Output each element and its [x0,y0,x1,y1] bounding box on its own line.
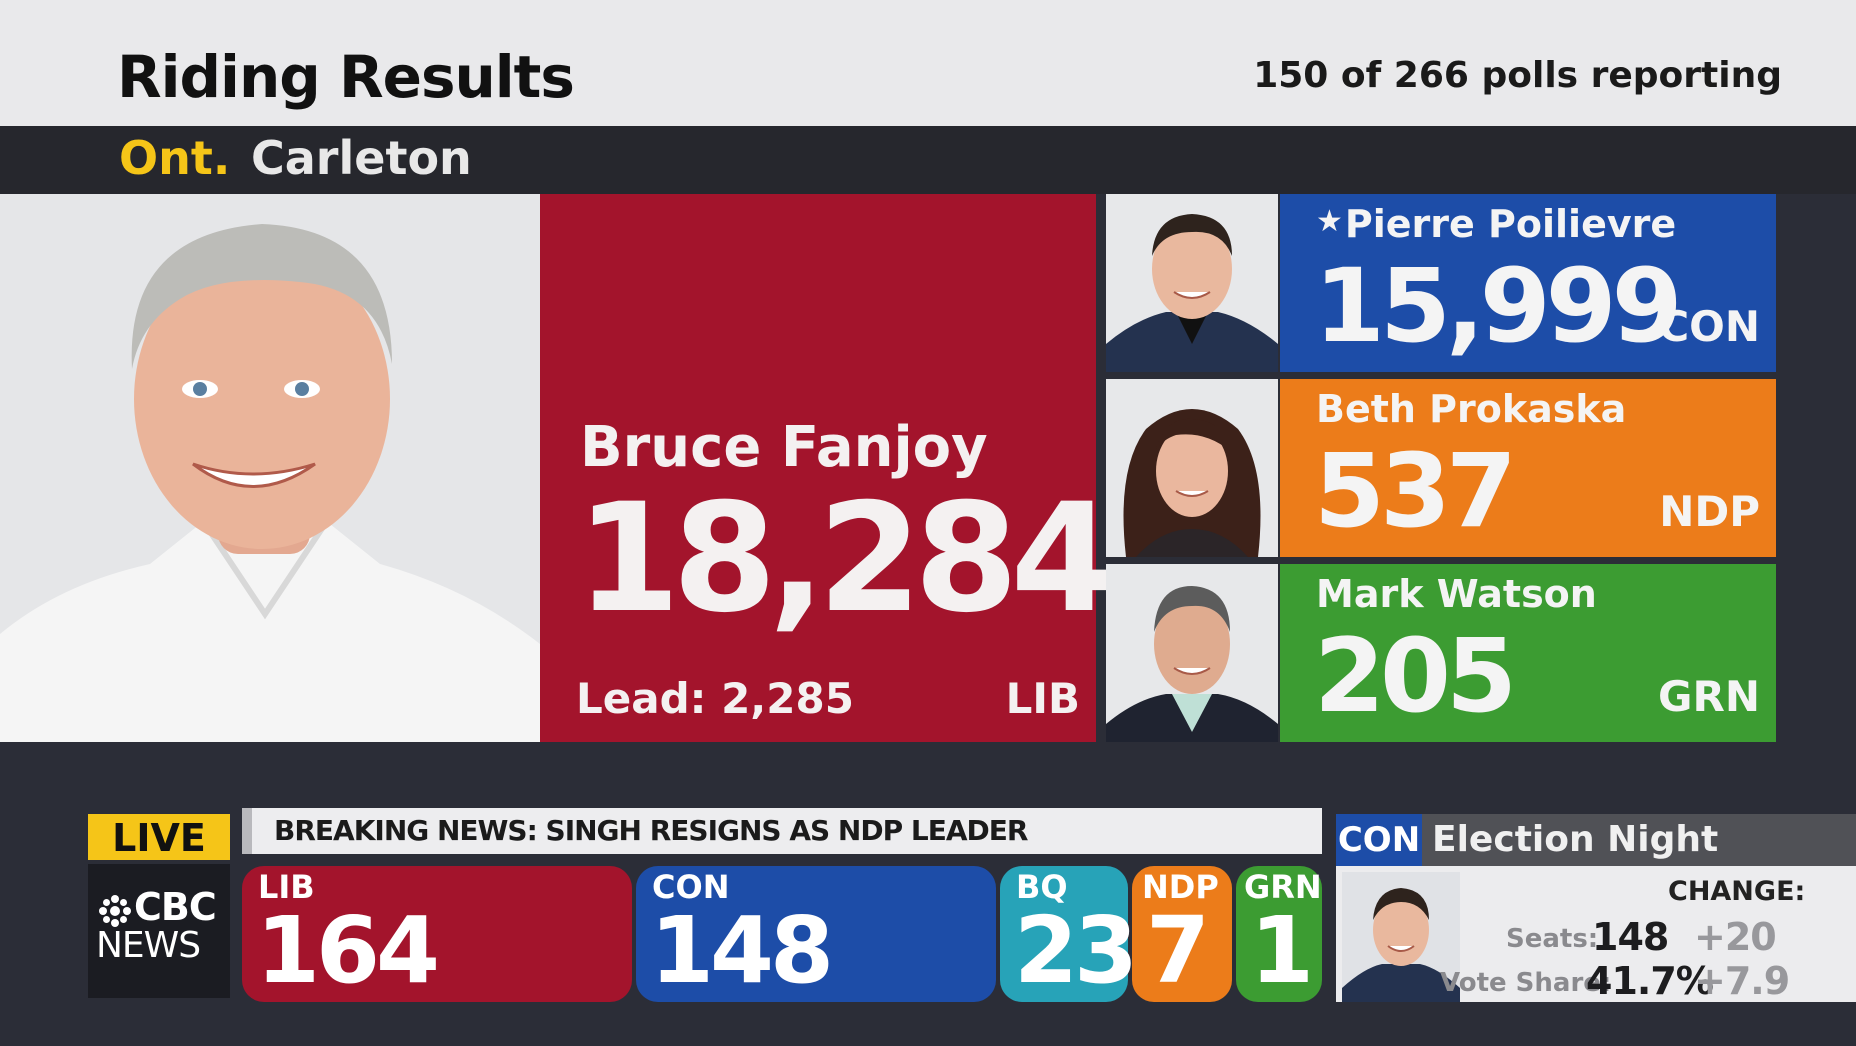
candidate-card-con: ★Pierre Poilievre 15,999 CON [1280,194,1776,372]
leader-photo [0,194,540,742]
ticker-text: BREAKING NEWS: SINGH RESIGNS AS NDP LEAD… [274,814,1028,847]
candidate-vote-count: 15,999 [1314,247,1683,366]
leader-name: Bruce Fanjoy [580,415,988,480]
seats-label: Seats: [1506,924,1599,954]
party-badge: CON [1336,814,1422,866]
tally-party: BQ [1016,868,1068,906]
seat-tally-bq: BQ 23 [1000,866,1138,1002]
leader-thumbnail [1342,872,1460,1002]
incumbent-star-icon: ★ [1316,204,1343,239]
candidate-photo [1106,194,1278,372]
leader-party: LIB [1005,674,1080,723]
leader-vote-count: 18,284 [576,472,1115,646]
logo-news-text: NEWS [96,925,201,966]
live-badge: LIVE [88,814,230,860]
tally-seats: 148 [650,897,834,1004]
seats-change: +20 [1694,915,1777,959]
tally-seats: 1 [1250,897,1314,1004]
party-card-header: CON Election Night [1336,814,1856,866]
vote-share-value: 41.7% [1586,959,1714,1003]
cbc-news-logo: CBC NEWS [88,864,230,998]
candidate-vote-count: 537 [1314,432,1517,551]
seat-tally-con: CON 148 [636,866,996,1002]
tally-party: LIB [258,868,315,906]
tally-seats: 7 [1146,897,1210,1004]
polls-reporting: 150 of 266 polls reporting [1253,55,1782,96]
vote-share-change: +7.9 [1694,959,1790,1003]
seats-value: 148 [1592,915,1669,959]
cbc-gem-icon [99,895,131,927]
candidate-name: Beth Prokaska [1316,387,1627,431]
candidate-party: NDP [1659,487,1760,536]
tally-party: GRN [1244,868,1322,906]
candidate-card-ndp: Beth Prokaska 537 NDP [1280,379,1776,557]
candidate-name: ★Pierre Poilievre [1316,202,1677,246]
tally-seats: 23 [1014,897,1138,1004]
seat-tally-ndp: NDP 7 [1132,866,1232,1002]
seat-tally-grn: GRN 1 [1236,866,1322,1002]
header-bar [0,0,1856,126]
seat-tally-lib: LIB 164 [242,866,632,1002]
riding-name: Carleton [251,131,472,185]
tally-party: CON [652,868,730,906]
candidate-name-text: Pierre Poilievre [1344,202,1677,246]
change-header: CHANGE: [1668,876,1806,907]
logo-cbc-text: CBC [134,885,217,929]
province-label: Ont. [119,131,231,185]
tally-party: NDP [1142,868,1219,906]
leader-result-panel: Bruce Fanjoy 18,284 Lead: 2,285 LIB [540,194,1115,742]
riding-bar [0,126,1856,194]
candidate-photo [1106,379,1278,557]
party-card-title: Election Night [1432,819,1719,860]
candidate-vote-count: 205 [1314,617,1517,736]
leader-lead: Lead: 2,285 [576,674,854,723]
news-ticker: BREAKING NEWS: SINGH RESIGNS AS NDP LEAD… [242,808,1322,854]
tally-seats: 164 [256,897,440,1004]
vote-share-label: Vote Share: [1440,968,1612,998]
party-card: CHANGE: Seats: 148 +20 Vote Share: 41.7%… [1336,866,1856,1002]
candidate-party: GRN [1658,672,1760,721]
candidate-photo [1106,564,1278,742]
candidate-card-grn: Mark Watson 205 GRN [1280,564,1776,742]
candidate-party: CON [1658,302,1760,351]
candidate-name: Mark Watson [1316,572,1597,616]
page-title: Riding Results [117,43,575,111]
